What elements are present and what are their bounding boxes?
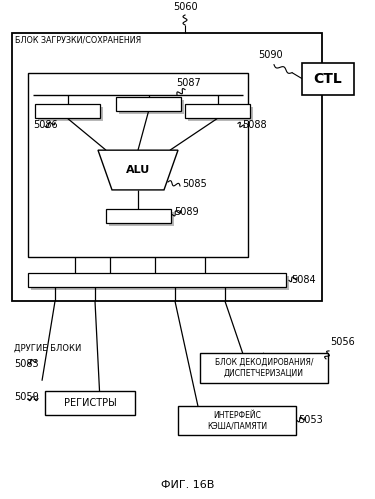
Text: ФИГ. 16В: ФИГ. 16В <box>161 480 214 490</box>
Bar <box>35 104 100 118</box>
Bar <box>31 276 289 290</box>
Text: 5085: 5085 <box>182 179 207 189</box>
Text: CTL: CTL <box>314 71 342 86</box>
Bar <box>185 104 250 118</box>
Text: 5059: 5059 <box>14 392 39 402</box>
Text: 5090: 5090 <box>258 50 283 60</box>
Bar <box>12 33 322 301</box>
Bar <box>28 273 286 287</box>
Bar <box>178 406 296 436</box>
Text: 5060: 5060 <box>172 2 197 12</box>
Bar <box>200 353 328 383</box>
Bar <box>108 212 174 226</box>
Bar <box>188 107 253 121</box>
Text: ДРУГИЕ БЛОКИ: ДРУГИЕ БЛОКИ <box>14 344 81 353</box>
Text: 5087: 5087 <box>176 77 201 87</box>
Bar <box>105 209 171 223</box>
Text: РЕГИСТРЫ: РЕГИСТРЫ <box>64 398 116 408</box>
Bar <box>116 97 181 111</box>
Bar <box>302 63 354 94</box>
Text: 5089: 5089 <box>174 207 199 217</box>
Bar <box>38 107 103 121</box>
Text: 5088: 5088 <box>242 120 267 130</box>
Bar <box>119 100 184 114</box>
Text: ИНТЕРФЕЙС
КЭША/ПАМЯТИ: ИНТЕРФЕЙС КЭША/ПАМЯТИ <box>207 411 267 430</box>
Text: 5083: 5083 <box>14 359 39 369</box>
Bar <box>28 73 248 256</box>
Bar <box>45 391 135 415</box>
Text: БЛОК ЗАГРУЗКИ/СОХРАНЕНИЯ: БЛОК ЗАГРУЗКИ/СОХРАНЕНИЯ <box>15 36 141 45</box>
Text: 5056: 5056 <box>330 337 355 347</box>
Text: 5086: 5086 <box>33 120 58 130</box>
Text: 5053: 5053 <box>298 416 323 426</box>
Polygon shape <box>98 150 178 190</box>
Text: БЛОК ДЕКОДИРОВАНИЯ/
ДИСПЕТЧЕРИЗАЦИИ: БЛОК ДЕКОДИРОВАНИЯ/ ДИСПЕТЧЕРИЗАЦИИ <box>215 358 313 378</box>
Text: 5084: 5084 <box>291 275 316 285</box>
Text: ALU: ALU <box>126 165 150 175</box>
